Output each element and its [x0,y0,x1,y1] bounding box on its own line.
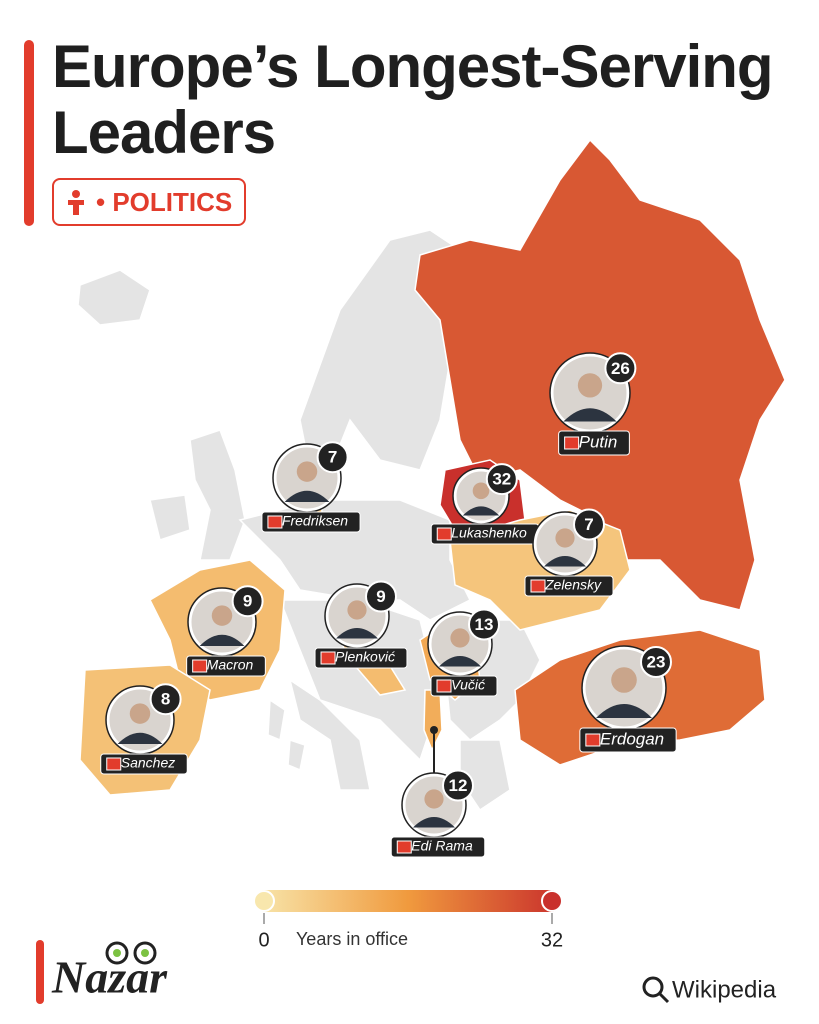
years-label: 9 [243,592,252,611]
flag [436,679,452,693]
leader-name: Fredriksen [282,513,348,529]
leader-marker: 12 Edi Rama [390,726,486,858]
years-label: 13 [475,615,494,634]
flag [320,651,336,665]
name-box [524,575,614,597]
flag [436,527,452,541]
legend-knob [541,890,563,912]
search-icon [642,976,670,1004]
brand: Nazar [51,952,168,1003]
leader-name: Putin [579,432,618,451]
years-badge [640,646,672,678]
years-badge [468,608,500,641]
leader-marker: 9 Macron [186,585,266,677]
title: Europe’s Longest-Serving Leaders [52,33,774,166]
flag [396,840,412,854]
years-label: 8 [161,690,170,709]
years-badge [149,683,182,716]
portrait-body [336,628,378,639]
leader-name: Lukashenko [451,525,527,541]
title-bar [24,40,34,226]
years-label: 32 [492,470,511,489]
leader-name: Plenković [335,649,395,665]
leader-marker: 8 Sanchez [100,683,188,775]
name-box [314,647,408,669]
legend-tick-label: 32 [541,929,563,951]
leader-name: Macron [207,657,254,673]
leader-name: Zelensky [544,577,602,593]
portrait-body [462,506,500,516]
leader-marker: 23 Erdogan [579,645,677,753]
brand-bar [36,940,44,1004]
legend-knob [253,890,275,912]
years-badge [573,508,605,541]
portrait-head [211,605,233,626]
flag [530,579,546,593]
pin-dot [430,726,438,734]
years-badge [442,769,474,802]
flag [585,733,601,747]
portrait-head [424,789,444,809]
name-box [261,511,361,533]
category-text: • POLITICS [96,187,233,217]
source: Wikipedia [672,976,777,1003]
portrait-body [284,490,330,502]
leader-name: Sanchez [121,755,175,771]
leader-marker: 26 Putin [549,352,637,456]
name-box [100,753,188,775]
years-label: 12 [449,776,468,795]
portrait-head [347,600,367,620]
leader-marker: 13 Vučić [427,608,500,697]
years-label: 7 [328,448,337,467]
years-label: 23 [647,652,666,671]
portrait-head [577,373,603,398]
years-badge [485,463,518,496]
years-badge [231,585,264,618]
leader-marker: 9 Plenković [314,580,408,669]
flag [192,659,208,673]
years-label: 9 [376,587,385,606]
podium-icon [68,190,84,215]
years-label: 7 [584,515,593,534]
legend-tick-label: 0 [258,929,269,951]
leader-marker: 7 Fredriksen [261,441,361,533]
portrait-body [563,408,617,422]
portrait-head [555,528,575,548]
years-badge [316,441,349,474]
portrait-head [611,667,637,693]
years-badge [604,352,637,385]
years-label: 26 [611,359,630,378]
flag [106,757,122,771]
leader-name: Vučić [451,677,485,693]
name-box [579,727,677,753]
portrait-head [296,461,318,482]
name-box [390,836,486,858]
leader-name: Edi Rama [411,838,473,854]
portrait-body [413,817,455,828]
portrait-head [472,482,490,500]
portrait-body [117,732,163,744]
legend-label: Years in office [296,929,408,949]
flag [564,436,580,450]
portrait-body [544,556,586,567]
portrait-body [439,656,481,667]
category-tag: • POLITICS [52,178,247,226]
portrait-head [450,628,470,648]
flag [267,515,283,529]
legend-gradient [254,890,562,912]
portrait-head [129,703,151,724]
leader-name: Erdogan [600,729,664,748]
leader-marker: 7 Zelensky [524,508,614,597]
portrait-body [199,634,245,646]
leader-marker: 32 Lukashenko [430,463,540,545]
portrait-body [596,704,652,718]
years-badge [365,580,397,613]
brand-eyes [105,941,157,965]
